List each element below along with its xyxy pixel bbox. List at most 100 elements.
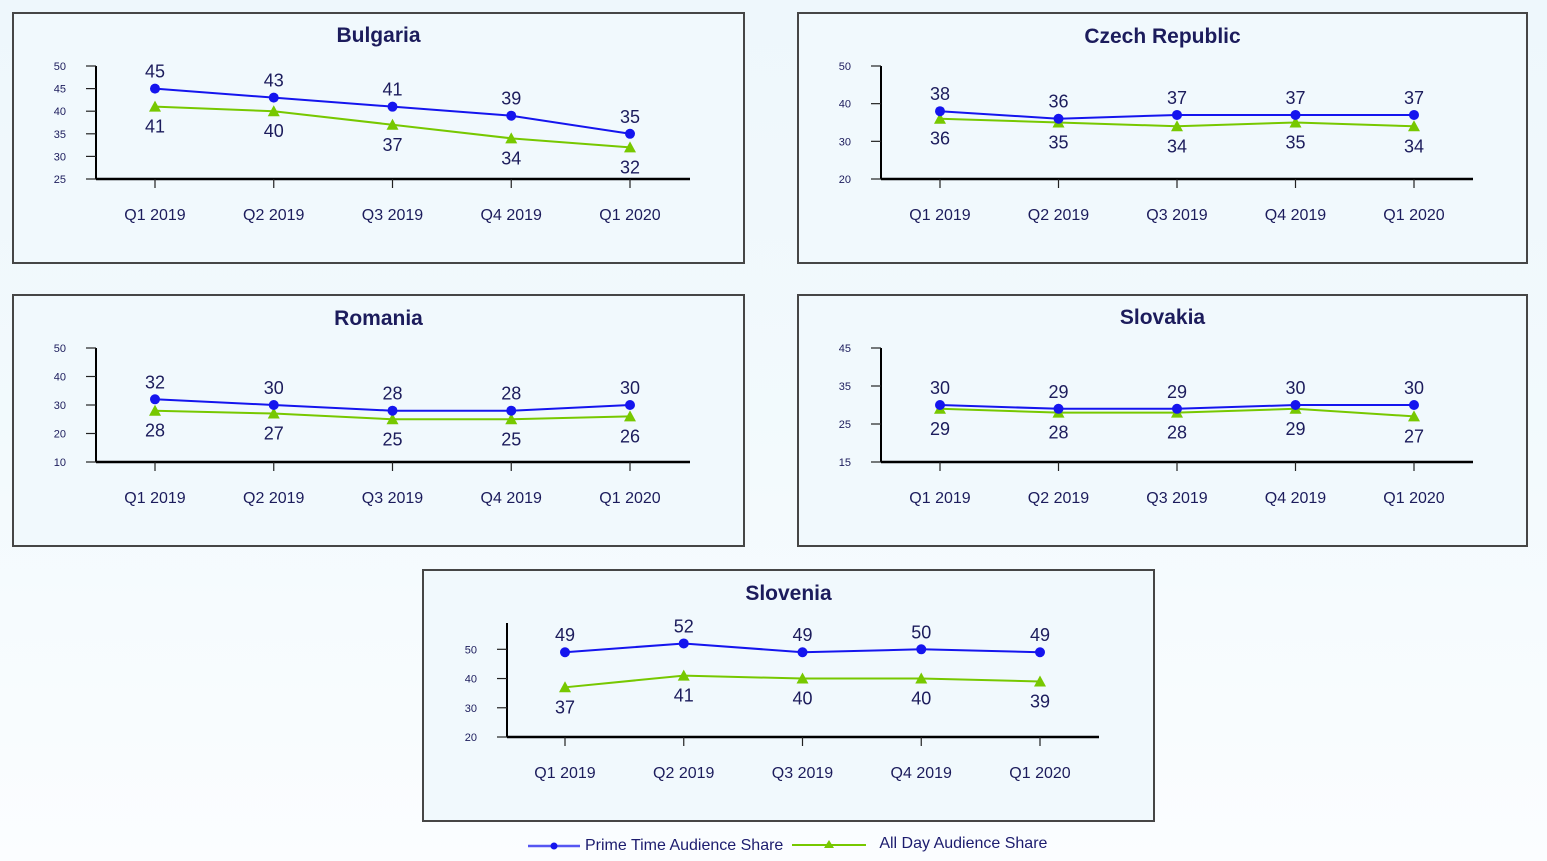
data-label-all-day: 25 bbox=[501, 429, 521, 449]
y-tick-label: 35 bbox=[54, 129, 66, 141]
data-label-all-day: 29 bbox=[1285, 419, 1305, 439]
legend-label: Prime Time Audience Share bbox=[585, 837, 784, 854]
chart-panel-bulgaria: Bulgaria 25 30 35 40 45 50 Q1 2019 Q2 2019 Q3 20… bbox=[12, 12, 745, 264]
chart-plot-romania: 10 20 30 40 50 Q1 2019 Q2 2019 Q3 2019 Q4 2019 Q1… bbox=[54, 343, 690, 507]
data-point-all-day bbox=[1171, 120, 1183, 132]
data-label-prime-time: 37 bbox=[1404, 88, 1424, 108]
data-point-all-day bbox=[1408, 120, 1420, 132]
data-label-prime-time: 39 bbox=[501, 89, 521, 109]
data-point-all-day bbox=[796, 672, 809, 684]
data-label-prime-time: 30 bbox=[1285, 378, 1305, 398]
x-tick-label: Q3 2019 bbox=[772, 765, 833, 782]
data-point-all-day bbox=[677, 669, 690, 681]
data-label-prime-time: 43 bbox=[264, 71, 284, 91]
data-point-prime-time bbox=[1035, 647, 1045, 658]
data-point-prime-time bbox=[387, 101, 398, 112]
x-tick-label: Q4 2019 bbox=[891, 765, 952, 782]
data-label-all-day: 27 bbox=[264, 424, 284, 444]
data-label-all-day: 34 bbox=[501, 148, 521, 168]
data-label-prime-time: 49 bbox=[792, 625, 812, 645]
data-label-all-day: 32 bbox=[620, 157, 640, 177]
data-point-prime-time bbox=[506, 110, 517, 121]
y-tick-label: 25 bbox=[54, 174, 66, 186]
legend-item-prime-time: Prime Time Audience Share bbox=[527, 837, 783, 855]
data-label-all-day: 34 bbox=[1404, 136, 1424, 156]
x-tick-label: Q2 2019 bbox=[1028, 207, 1089, 224]
data-label-prime-time: 50 bbox=[911, 622, 931, 642]
data-label-all-day: 35 bbox=[1285, 133, 1305, 153]
y-tick-label: 40 bbox=[839, 99, 851, 111]
chart-title: Slovakia bbox=[1119, 306, 1206, 329]
data-label-all-day: 28 bbox=[1167, 423, 1187, 443]
data-point-prime-time bbox=[150, 83, 160, 94]
data-point-all-day bbox=[149, 404, 161, 416]
legend-swatch-circle-icon bbox=[528, 842, 580, 850]
data-point-all-day bbox=[267, 105, 280, 117]
x-tick-label: Q2 2019 bbox=[1028, 490, 1089, 507]
data-point-prime-time bbox=[935, 106, 945, 117]
x-tick-label: Q1 2020 bbox=[599, 490, 660, 507]
y-tick-label: 15 bbox=[839, 457, 851, 469]
data-point-all-day bbox=[934, 112, 946, 124]
data-label-all-day: 39 bbox=[1030, 691, 1050, 711]
x-tick-label: Q3 2019 bbox=[362, 207, 423, 224]
data-point-all-day bbox=[1289, 116, 1302, 128]
data-point-prime-time bbox=[1290, 109, 1301, 120]
data-point-prime-time bbox=[150, 394, 160, 405]
chart-panel-czech-republic: Czech Republic 20 30 40 50 Q1 2019 Q2 2019 Q3 … bbox=[797, 12, 1528, 264]
data-point-all-day bbox=[386, 413, 399, 425]
data-point-prime-time bbox=[1172, 403, 1182, 414]
x-tick-label: Q1 2020 bbox=[1383, 490, 1444, 507]
y-tick-label: 40 bbox=[54, 372, 66, 384]
data-label-prime-time: 30 bbox=[930, 378, 950, 398]
y-tick-label: 35 bbox=[839, 381, 851, 393]
y-tick-label: 30 bbox=[465, 703, 477, 715]
y-tick-label: 50 bbox=[54, 61, 66, 73]
legend-item-all-day: All Day Audience Share bbox=[791, 835, 1047, 853]
data-label-all-day: 35 bbox=[1048, 133, 1068, 153]
data-point-prime-time bbox=[625, 400, 635, 410]
data-point-all-day bbox=[1034, 675, 1046, 687]
legend-swatch-triangle-icon bbox=[792, 840, 867, 848]
data-point-prime-time bbox=[1409, 400, 1419, 410]
data-point-all-day bbox=[386, 118, 399, 130]
data-label-prime-time: 30 bbox=[264, 378, 284, 398]
y-tick-label: 30 bbox=[54, 400, 66, 412]
data-label-prime-time: 32 bbox=[145, 372, 165, 392]
y-tick-label: 10 bbox=[54, 457, 66, 469]
data-point-all-day bbox=[267, 407, 280, 419]
data-point-all-day bbox=[559, 681, 571, 693]
data-label-prime-time: 35 bbox=[620, 107, 640, 127]
data-label-prime-time: 52 bbox=[674, 616, 694, 636]
data-point-prime-time bbox=[1053, 113, 1064, 124]
x-tick-label: Q1 2019 bbox=[909, 490, 970, 507]
x-tick-label: Q3 2019 bbox=[362, 490, 423, 507]
data-label-all-day: 40 bbox=[911, 689, 931, 709]
data-point-prime-time bbox=[1409, 109, 1419, 120]
x-tick-label: Q1 2019 bbox=[909, 207, 970, 224]
data-label-all-day: 37 bbox=[555, 697, 575, 717]
data-label-prime-time: 30 bbox=[1404, 378, 1424, 398]
y-tick-label: 20 bbox=[839, 174, 851, 186]
y-tick-label: 40 bbox=[54, 106, 66, 118]
data-point-prime-time bbox=[916, 644, 927, 655]
chart-panel-slovakia: Slovakia 15 25 35 45 Q1 2019 Q2 2019 Q3 2019 Q4… bbox=[797, 294, 1528, 547]
y-tick-label: 50 bbox=[839, 61, 851, 73]
chart-title: Bulgaria bbox=[336, 24, 421, 47]
data-point-prime-time bbox=[625, 128, 635, 139]
data-label-prime-time: 49 bbox=[1030, 625, 1050, 645]
data-label-all-day: 41 bbox=[674, 686, 694, 706]
data-label-all-day: 36 bbox=[930, 129, 950, 149]
data-point-prime-time bbox=[678, 638, 689, 649]
data-point-all-day bbox=[505, 413, 518, 425]
chart-title: Romania bbox=[334, 307, 423, 330]
y-tick-label: 50 bbox=[54, 343, 66, 355]
chart-legend: Prime Time Audience Share All Day Audien… bbox=[527, 833, 1047, 859]
data-point-prime-time bbox=[1172, 109, 1182, 120]
y-tick-label: 40 bbox=[465, 674, 477, 686]
data-label-prime-time: 37 bbox=[1167, 88, 1187, 108]
chart-plot-czech-republic: 20 30 40 50 Q1 2019 Q2 2019 Q3 2019 Q4 2019 Q1 2… bbox=[839, 61, 1473, 224]
x-tick-label: Q4 2019 bbox=[481, 207, 542, 224]
data-point-all-day bbox=[149, 100, 161, 112]
data-label-all-day: 34 bbox=[1167, 136, 1187, 156]
